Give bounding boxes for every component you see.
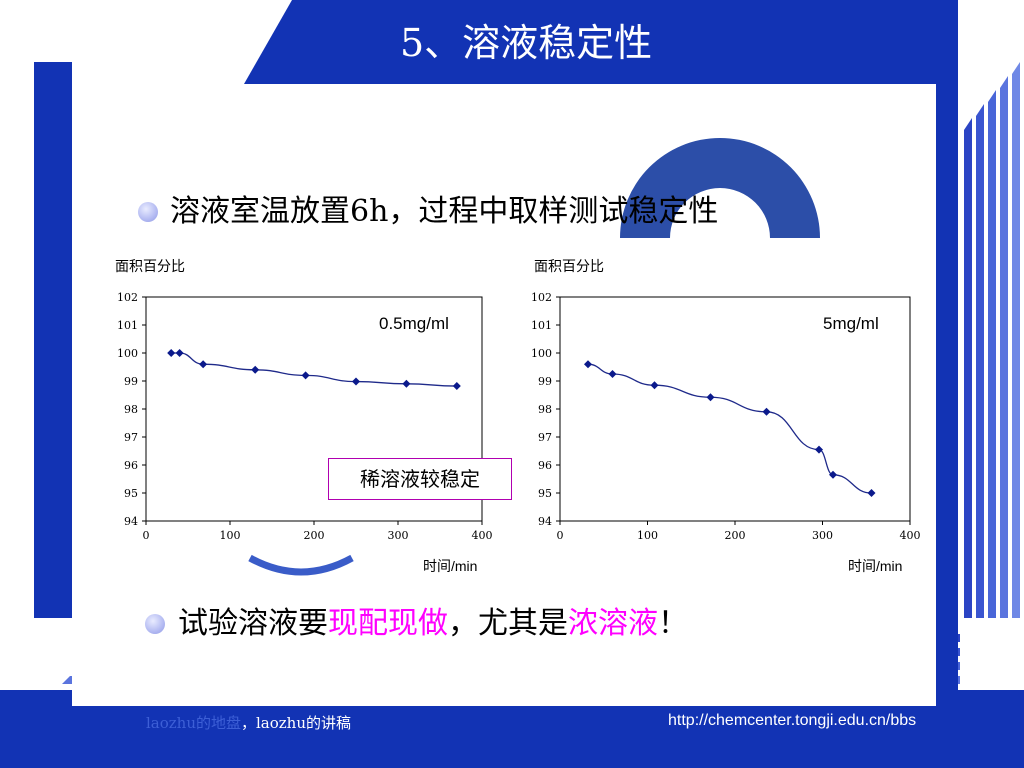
x-tick-label: 100 [220, 529, 241, 542]
data-point [175, 349, 184, 357]
callout-box: 稀溶液较稳定 [328, 458, 512, 500]
x-tick-label: 200 [725, 529, 746, 542]
bullet-icon [138, 202, 158, 222]
data-point [608, 370, 617, 378]
x-tick-label: 0 [557, 529, 564, 542]
university-logo-watermark [620, 138, 820, 238]
data-point [762, 407, 771, 416]
chart1-xlabel: 时间/min [423, 558, 478, 574]
footer-url-link[interactable]: http://chemcenter.tongji.edu.cn/bbs [668, 712, 917, 729]
series-line [587, 363, 872, 494]
bullet-icon [145, 614, 165, 634]
bullet2-mid: ，尤其是 [448, 606, 568, 641]
chart2-ylabel: 面积百分比 [534, 259, 604, 275]
y-tick-label: 98 [124, 403, 138, 416]
x-tick-label: 100 [637, 529, 658, 542]
data-point [829, 470, 837, 479]
data-point [584, 360, 592, 369]
data-point [199, 360, 208, 369]
data-point [650, 381, 659, 390]
y-tick-label: 101 [531, 319, 552, 332]
data-point [452, 382, 461, 391]
y-tick-label: 101 [117, 319, 138, 332]
data-point [706, 393, 715, 402]
y-tick-label: 96 [538, 459, 552, 472]
data-point [815, 445, 823, 454]
x-tick-label: 300 [388, 529, 409, 542]
x-tick-label: 400 [472, 529, 493, 542]
y-tick-label: 99 [538, 375, 552, 388]
y-tick-label: 99 [124, 375, 138, 388]
bullet2-highlight-1: 现配现做 [328, 606, 448, 641]
y-tick-label: 100 [117, 347, 138, 360]
y-tick-label: 97 [538, 431, 552, 444]
y-tick-label: 96 [124, 459, 138, 472]
y-tick-label: 94 [538, 515, 552, 528]
x-tick-label: 300 [812, 529, 833, 542]
data-point [167, 349, 176, 357]
chart1-inset-label: 0.5mg/ml [379, 314, 449, 333]
chart2-xlabel: 时间/min [848, 558, 903, 574]
y-tick-label: 97 [124, 431, 138, 444]
footer-left: laozhu的地盘，laozhu的讲稿 [146, 712, 351, 733]
bullet2-post: ！ [658, 606, 688, 641]
data-point [301, 371, 310, 380]
y-tick-label: 98 [538, 403, 552, 416]
page-title: 5、溶液稳定性 [400, 21, 653, 65]
y-tick-label: 95 [538, 487, 552, 500]
data-point [402, 379, 411, 388]
bullet2-pre: 试验溶液要 [178, 606, 328, 641]
y-tick-label: 95 [124, 487, 138, 500]
footer-left-faint: laozhu的地盘 [146, 714, 241, 732]
chart1-ylabel: 面积百分比 [115, 259, 185, 275]
bullet-text-2: 试验溶液要现配现做，尤其是浓溶液！ [178, 604, 688, 644]
y-tick-label: 102 [531, 291, 552, 304]
x-tick-label: 0 [143, 529, 150, 542]
y-tick-label: 102 [117, 291, 138, 304]
bullet-text-1: 溶液室温放置6h，过程中取样测试稳定性 [170, 194, 719, 229]
bullet2-highlight-2: 浓溶液 [568, 606, 658, 641]
data-point [867, 489, 876, 497]
y-tick-label: 94 [124, 515, 138, 528]
data-point [251, 365, 260, 374]
chart-5mg: 94 95 96 97 98 99 100 101 102 0 100 200 300 400 [531, 291, 921, 542]
right-frame [936, 88, 958, 720]
footer-bar [0, 706, 1024, 768]
logo-fragment-icon [248, 554, 354, 576]
footer-left-text: ，laozhu的讲稿 [241, 714, 351, 732]
data-point [352, 377, 360, 386]
x-tick-label: 200 [304, 529, 325, 542]
chart2-inset-label: 5mg/ml [823, 314, 879, 333]
y-tick-label: 100 [531, 347, 552, 360]
x-tick-label: 400 [900, 529, 921, 542]
title-bar [244, 0, 936, 84]
